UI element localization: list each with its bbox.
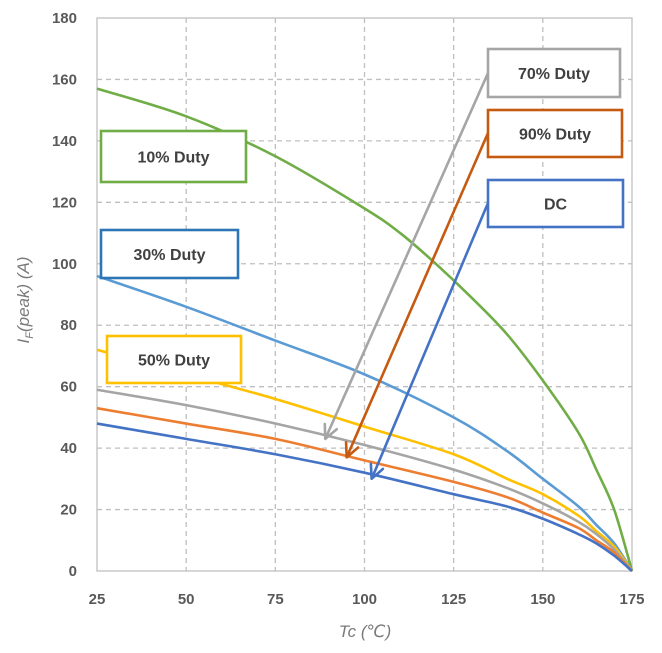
y-axis-title-main: I — [14, 339, 33, 344]
label-box — [105, 334, 243, 385]
tick-layer: 25 50 75 100 125 150 175 0 20 40 60 80 100 120 140 160 1… — [52, 10, 645, 608]
x-tick-label: 175 — [619, 591, 644, 608]
label-box — [486, 108, 624, 159]
series-line — [96, 388, 634, 572]
x-tick-label: 50 — [178, 591, 195, 608]
y-tick-label: 100 — [52, 256, 77, 273]
grid — [96, 17, 633, 572]
series-line — [96, 274, 634, 572]
label-box — [486, 178, 625, 229]
arrow-shaft — [324, 72, 490, 440]
arrow-head — [369, 462, 385, 481]
label-text: 70% Duty — [518, 66, 590, 83]
x-tick-label: 150 — [530, 591, 555, 608]
series-layer — [96, 87, 634, 572]
series-line — [96, 87, 634, 572]
label-layer: 10% Duty 30% Duty 50% Duty 70% Duty 90% Duty… — [99, 47, 625, 385]
series-line — [96, 422, 633, 572]
y-tick-label: 140 — [52, 133, 77, 150]
x-tick-label: 75 — [267, 591, 284, 608]
y-tick-label: 60 — [60, 379, 77, 396]
y-axis-title-sub: F — [24, 331, 36, 339]
y-tick-label: 0 — [69, 563, 77, 580]
x-tick-label: 25 — [89, 591, 106, 608]
label-box — [486, 47, 622, 99]
arrow-head — [323, 422, 339, 441]
label-text: DC — [544, 197, 568, 214]
series-line — [96, 406, 633, 572]
y-axis-title-rest: (peak) (A) — [14, 256, 33, 332]
y-tick-label: 180 — [52, 10, 77, 27]
plot-frame — [96, 17, 633, 572]
y-tick-label: 20 — [60, 502, 77, 519]
arrow-head — [344, 441, 360, 459]
y-tick-label: 160 — [52, 71, 77, 88]
y-tick-label: 40 — [60, 440, 77, 457]
label-text: 90% Duty — [519, 127, 591, 144]
x-tick-label: 125 — [441, 591, 466, 608]
y-tick-label: 80 — [60, 317, 77, 334]
label-text: 10% Duty — [137, 150, 209, 167]
label-box — [99, 228, 240, 280]
arrow-shaft — [370, 202, 490, 480]
arrow-shaft — [345, 132, 490, 458]
y-tick-label: 120 — [52, 194, 77, 211]
label-text: 50% Duty — [138, 353, 210, 370]
label-box — [99, 129, 248, 184]
arrow-layer — [323, 72, 490, 481]
label-text: 30% Duty — [133, 247, 205, 264]
series-line — [96, 348, 634, 572]
x-axis-title: Tc (℃) — [339, 622, 391, 641]
y-axis-title: IF(peak) (A) — [14, 256, 36, 343]
x-tick-label: 100 — [352, 591, 377, 608]
